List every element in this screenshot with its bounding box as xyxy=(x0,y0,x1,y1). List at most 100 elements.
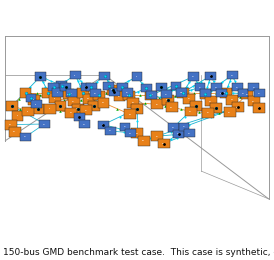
FancyBboxPatch shape xyxy=(176,88,187,97)
Text: B45: B45 xyxy=(78,117,81,118)
FancyBboxPatch shape xyxy=(98,98,109,108)
Text: B13: B13 xyxy=(94,93,97,94)
Text: B5: B5 xyxy=(85,86,87,87)
Text: B19: B19 xyxy=(150,94,153,95)
FancyBboxPatch shape xyxy=(173,130,184,138)
FancyBboxPatch shape xyxy=(199,89,211,99)
Text: N2: N2 xyxy=(24,92,27,93)
Text: N29: N29 xyxy=(170,107,173,108)
Text: B27: B27 xyxy=(199,87,201,88)
FancyBboxPatch shape xyxy=(63,89,75,99)
FancyBboxPatch shape xyxy=(254,89,264,97)
FancyBboxPatch shape xyxy=(68,96,80,106)
FancyBboxPatch shape xyxy=(66,89,76,97)
Text: B28: B28 xyxy=(204,93,207,94)
Text: N50: N50 xyxy=(13,131,16,132)
Text: N20: N20 xyxy=(111,89,115,90)
FancyBboxPatch shape xyxy=(70,71,81,79)
Text: N9: N9 xyxy=(49,108,51,109)
Text: 150-bus GMD benchmark test case.  This case is synthetic, created from: 150-bus GMD benchmark test case. This ca… xyxy=(3,248,274,257)
FancyBboxPatch shape xyxy=(65,108,77,118)
FancyBboxPatch shape xyxy=(162,95,174,105)
FancyBboxPatch shape xyxy=(179,123,189,131)
Text: N23: N23 xyxy=(132,102,135,103)
Text: B6: B6 xyxy=(30,98,32,99)
FancyBboxPatch shape xyxy=(195,83,206,92)
FancyBboxPatch shape xyxy=(156,83,167,92)
FancyBboxPatch shape xyxy=(117,83,128,91)
Text: N30: N30 xyxy=(181,92,184,93)
Text: N33: N33 xyxy=(189,111,192,112)
Text: B4: B4 xyxy=(61,85,63,86)
FancyBboxPatch shape xyxy=(248,96,260,106)
Text: N28: N28 xyxy=(166,99,169,100)
FancyBboxPatch shape xyxy=(241,89,253,99)
Text: B30: B30 xyxy=(220,93,223,94)
FancyBboxPatch shape xyxy=(206,72,216,80)
FancyBboxPatch shape xyxy=(98,121,109,129)
FancyBboxPatch shape xyxy=(90,89,101,97)
FancyBboxPatch shape xyxy=(61,83,71,92)
Text: N38: N38 xyxy=(224,92,227,93)
FancyBboxPatch shape xyxy=(114,91,125,101)
Text: B11: B11 xyxy=(70,93,73,94)
Text: N12: N12 xyxy=(76,108,79,109)
Text: N48: N48 xyxy=(162,143,165,144)
Text: B32: B32 xyxy=(242,93,244,94)
FancyBboxPatch shape xyxy=(158,139,170,148)
FancyBboxPatch shape xyxy=(74,113,85,121)
Text: B20: B20 xyxy=(160,87,162,88)
Text: N6: N6 xyxy=(47,92,49,93)
Text: B36: B36 xyxy=(109,131,112,132)
FancyBboxPatch shape xyxy=(99,72,110,80)
Text: N36: N36 xyxy=(215,107,218,108)
Text: B3: B3 xyxy=(136,76,138,77)
Text: N4: N4 xyxy=(37,108,39,109)
FancyBboxPatch shape xyxy=(103,82,114,90)
Text: N5: N5 xyxy=(27,111,29,112)
Text: N14: N14 xyxy=(82,92,85,93)
Text: N39: N39 xyxy=(231,99,234,100)
FancyBboxPatch shape xyxy=(216,89,227,97)
Text: N7: N7 xyxy=(54,98,56,99)
Text: N32: N32 xyxy=(195,105,198,106)
Text: N0: N0 xyxy=(11,105,13,106)
Text: B8: B8 xyxy=(53,86,55,87)
FancyBboxPatch shape xyxy=(81,83,91,91)
Text: B18: B18 xyxy=(145,88,148,89)
FancyBboxPatch shape xyxy=(20,88,32,98)
FancyBboxPatch shape xyxy=(184,129,195,137)
FancyBboxPatch shape xyxy=(109,88,119,96)
Text: B14: B14 xyxy=(107,86,110,87)
Text: B40: B40 xyxy=(177,133,180,134)
Text: N8: N8 xyxy=(59,105,62,106)
FancyBboxPatch shape xyxy=(188,73,199,81)
FancyBboxPatch shape xyxy=(12,111,23,121)
Text: N49: N49 xyxy=(9,124,12,125)
Text: B10: B10 xyxy=(64,87,67,88)
FancyBboxPatch shape xyxy=(168,124,179,132)
FancyBboxPatch shape xyxy=(170,82,181,90)
Text: N46: N46 xyxy=(142,140,145,141)
FancyBboxPatch shape xyxy=(28,95,39,105)
Text: N15: N15 xyxy=(87,99,90,100)
FancyBboxPatch shape xyxy=(44,104,56,114)
Text: N16: N16 xyxy=(92,105,96,106)
Text: N25: N25 xyxy=(129,114,132,115)
Text: N3: N3 xyxy=(33,99,35,100)
FancyBboxPatch shape xyxy=(177,88,189,98)
FancyBboxPatch shape xyxy=(220,88,232,98)
FancyBboxPatch shape xyxy=(185,107,197,116)
FancyBboxPatch shape xyxy=(138,136,150,146)
Text: N41: N41 xyxy=(228,112,231,113)
FancyBboxPatch shape xyxy=(161,90,172,98)
FancyBboxPatch shape xyxy=(132,73,142,81)
FancyBboxPatch shape xyxy=(123,90,135,100)
Text: B17: B17 xyxy=(126,92,129,93)
FancyBboxPatch shape xyxy=(190,101,202,110)
Text: B1: B1 xyxy=(74,75,76,76)
Text: B12: B12 xyxy=(90,87,93,88)
FancyBboxPatch shape xyxy=(83,94,95,104)
FancyBboxPatch shape xyxy=(52,88,63,97)
FancyBboxPatch shape xyxy=(93,90,105,100)
